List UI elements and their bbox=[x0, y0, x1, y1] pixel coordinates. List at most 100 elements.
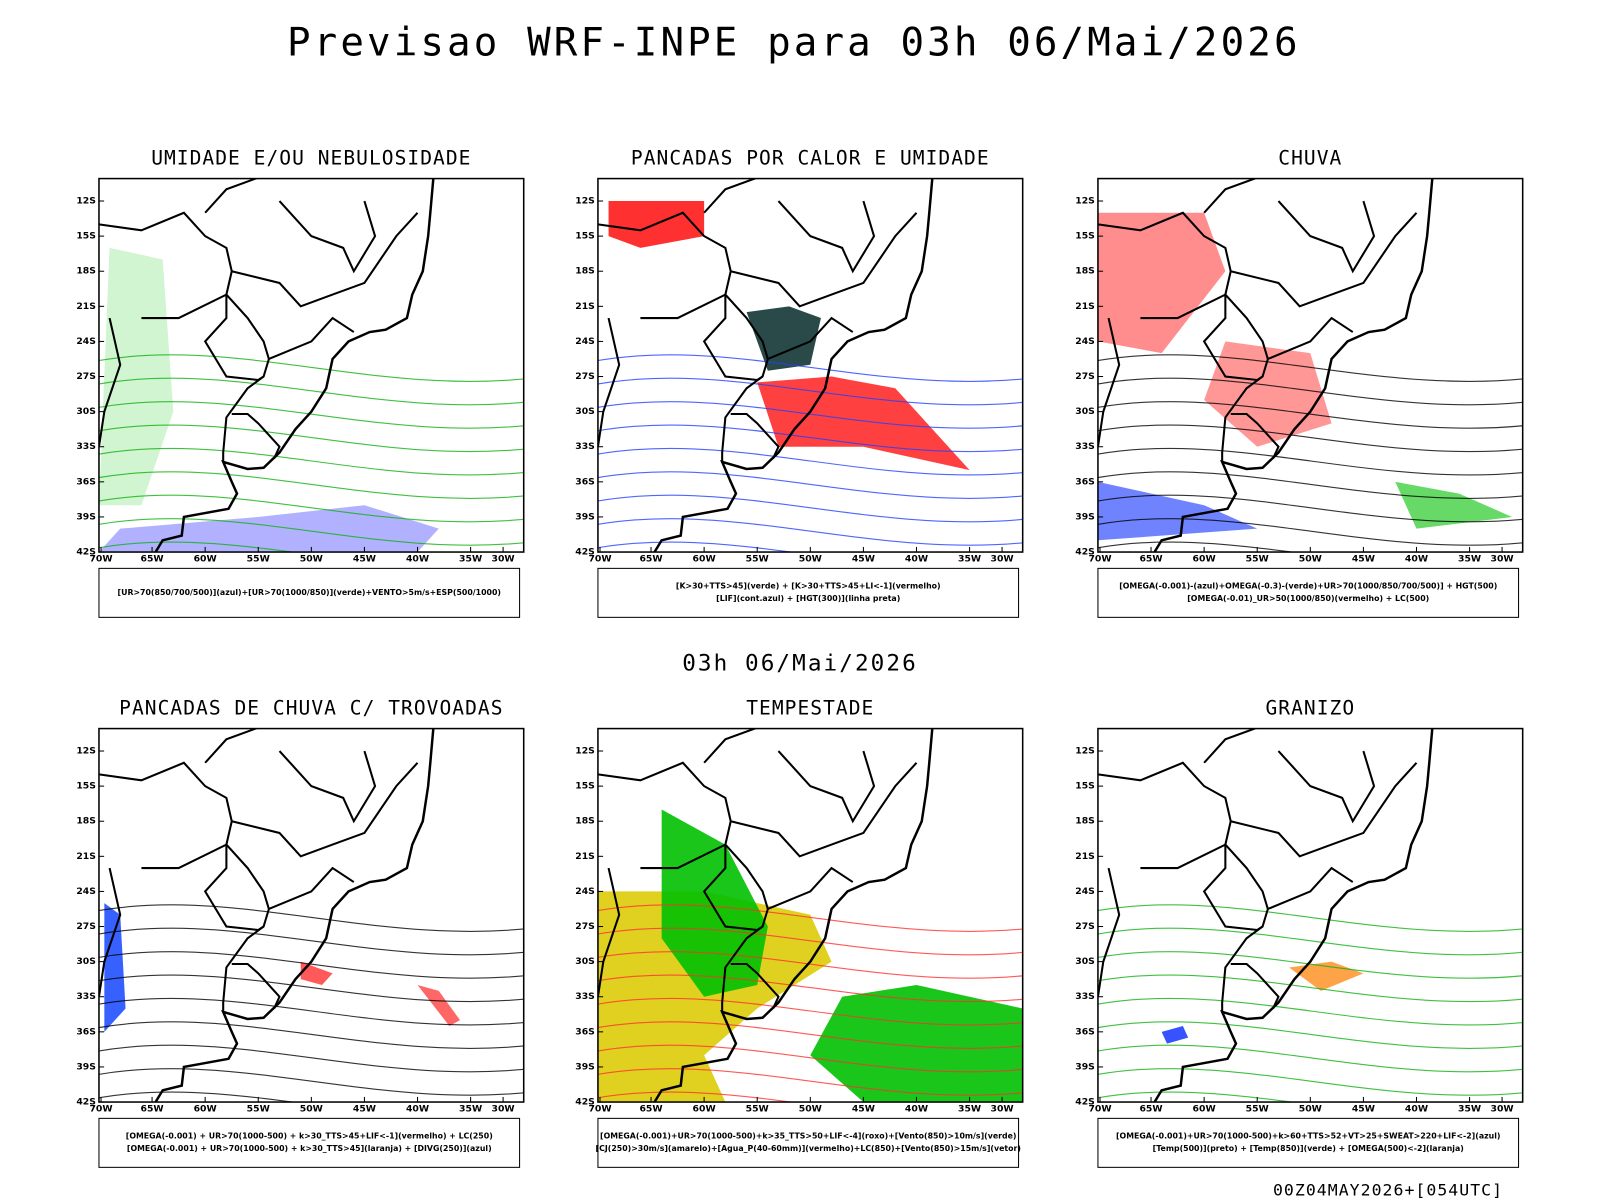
country-border bbox=[1277, 200, 1376, 274]
lat-tick-label: 15S bbox=[575, 231, 595, 242]
lon-tick-label: 65W bbox=[1139, 554, 1162, 565]
lon-tick-label: 30W bbox=[492, 1104, 515, 1115]
lon-tick-label: 65W bbox=[639, 554, 662, 565]
contour-line bbox=[597, 354, 1023, 382]
country-border bbox=[597, 761, 769, 1012]
contour-line bbox=[1097, 424, 1523, 453]
contour-line bbox=[98, 541, 297, 553]
lat-tick-label: 18S bbox=[1075, 266, 1095, 277]
lat-tick-label: 21S bbox=[575, 301, 595, 312]
country-border bbox=[278, 200, 377, 274]
shaded-area bbox=[1161, 1026, 1189, 1044]
map-content bbox=[98, 178, 524, 553]
lon-tick-label: 30W bbox=[991, 554, 1014, 565]
country-border bbox=[1230, 412, 1280, 459]
lat-tick-label: 24S bbox=[1075, 886, 1095, 897]
legend-text: [OMEGA(-0.001)-(azul)+OMEGA(-0.3)-(verde… bbox=[1119, 582, 1497, 591]
country-border bbox=[1097, 211, 1269, 462]
coastline bbox=[154, 728, 435, 1103]
contour-line bbox=[1097, 951, 1523, 979]
country-border bbox=[231, 212, 419, 308]
country-border bbox=[231, 412, 281, 459]
lon-tick-label: 60W bbox=[693, 1104, 716, 1115]
country-border bbox=[730, 412, 780, 459]
valid-time: 03h 06/Mai/2026 bbox=[682, 651, 918, 677]
lon-tick-label: 65W bbox=[1139, 1104, 1162, 1115]
country-border bbox=[1140, 842, 1264, 932]
lon-tick-label: 30W bbox=[1491, 554, 1514, 565]
lon-tick-label: 45W bbox=[1352, 1104, 1375, 1115]
lat-tick-label: 18S bbox=[575, 266, 595, 277]
lon-tick-label: 50W bbox=[1299, 554, 1322, 565]
map-background bbox=[1097, 728, 1523, 1103]
map-content bbox=[1097, 728, 1523, 1103]
legend-text: [K>30+TTS>45](verde) + [K>30+TTS>45+LI<-… bbox=[676, 582, 941, 591]
country-border bbox=[204, 728, 259, 764]
lat-tick-label: 30S bbox=[575, 406, 595, 417]
lon-tick-label: 55W bbox=[1246, 554, 1269, 565]
legend-box bbox=[98, 567, 521, 618]
contour-line bbox=[597, 447, 1023, 476]
lon-tick-label: 35W bbox=[459, 1104, 482, 1115]
country-border bbox=[703, 178, 758, 214]
map-content bbox=[98, 728, 524, 1103]
lon-tick-label: 60W bbox=[1193, 1104, 1216, 1115]
lon-tick-label: 70W bbox=[1088, 554, 1111, 565]
lat-tick-label: 24S bbox=[76, 886, 96, 897]
lat-tick-label: 24S bbox=[76, 336, 96, 347]
lat-tick-label: 39S bbox=[1075, 1061, 1095, 1072]
map-content bbox=[1097, 178, 1523, 553]
lat-tick-label: 33S bbox=[1075, 991, 1095, 1002]
contour-line bbox=[1097, 354, 1523, 382]
contour-line bbox=[98, 1068, 524, 1096]
lat-tick-label: 36S bbox=[1075, 1026, 1095, 1037]
lat-tick-label: 12S bbox=[1075, 746, 1095, 757]
lon-tick-label: 65W bbox=[639, 1104, 662, 1115]
contour-line bbox=[597, 494, 1023, 523]
lon-tick-label: 55W bbox=[247, 554, 270, 565]
contour-line bbox=[1097, 904, 1523, 932]
contour-line bbox=[1097, 927, 1523, 956]
lat-tick-label: 36S bbox=[575, 476, 595, 487]
country-border bbox=[1230, 762, 1418, 858]
lon-tick-label: 35W bbox=[958, 554, 981, 565]
contour-line bbox=[98, 494, 524, 523]
lon-tick-label: 45W bbox=[353, 554, 376, 565]
run-info: 00Z04MAY2026+[054UTC] bbox=[1273, 1180, 1503, 1199]
shaded-area bbox=[300, 961, 333, 985]
country-border bbox=[777, 750, 876, 824]
lat-tick-label: 36S bbox=[1075, 476, 1095, 487]
contour-line bbox=[98, 518, 524, 546]
map-panel: PANCADAS POR CALOR E UMIDADE 12S 15S 18S 21S… bbox=[575, 147, 1024, 618]
contour-line bbox=[597, 1068, 1023, 1096]
lat-tick-label: 24S bbox=[1075, 336, 1095, 347]
lon-tick-label: 60W bbox=[693, 554, 716, 565]
country-border bbox=[767, 316, 854, 360]
contour-line bbox=[98, 401, 524, 429]
lat-tick-label: 42S bbox=[76, 547, 96, 558]
country-border bbox=[204, 178, 259, 214]
legend-text: [UR>70(850/700/500)](azul)+[UR>70(1000/8… bbox=[118, 588, 501, 597]
lat-tick-label: 27S bbox=[76, 921, 96, 932]
lat-tick-label: 21S bbox=[575, 851, 595, 862]
country-border bbox=[597, 867, 621, 997]
panel-title: TEMPESTADE bbox=[746, 697, 874, 720]
panel-title: PANCADAS DE CHUVA C/ TROVOADAS bbox=[119, 697, 503, 720]
contour-line bbox=[597, 541, 796, 553]
country-border bbox=[268, 316, 355, 360]
lat-tick-label: 42S bbox=[575, 547, 595, 558]
country-border bbox=[268, 866, 355, 910]
lat-tick-label: 12S bbox=[575, 196, 595, 207]
lon-tick-label: 50W bbox=[300, 1104, 323, 1115]
legend-text: [Temp(500)](preto) + [Temp(850)](verde) … bbox=[1153, 1144, 1464, 1153]
country-border bbox=[1097, 317, 1121, 447]
contour-line bbox=[597, 377, 1023, 406]
lat-tick-label: 36S bbox=[575, 1026, 595, 1037]
lon-tick-label: 45W bbox=[353, 1104, 376, 1115]
lon-tick-label: 70W bbox=[588, 554, 611, 565]
lon-tick-label: 40W bbox=[406, 554, 429, 565]
legend-box bbox=[1097, 1117, 1520, 1168]
contour-line bbox=[98, 1091, 297, 1103]
lat-tick-label: 15S bbox=[1075, 231, 1095, 242]
